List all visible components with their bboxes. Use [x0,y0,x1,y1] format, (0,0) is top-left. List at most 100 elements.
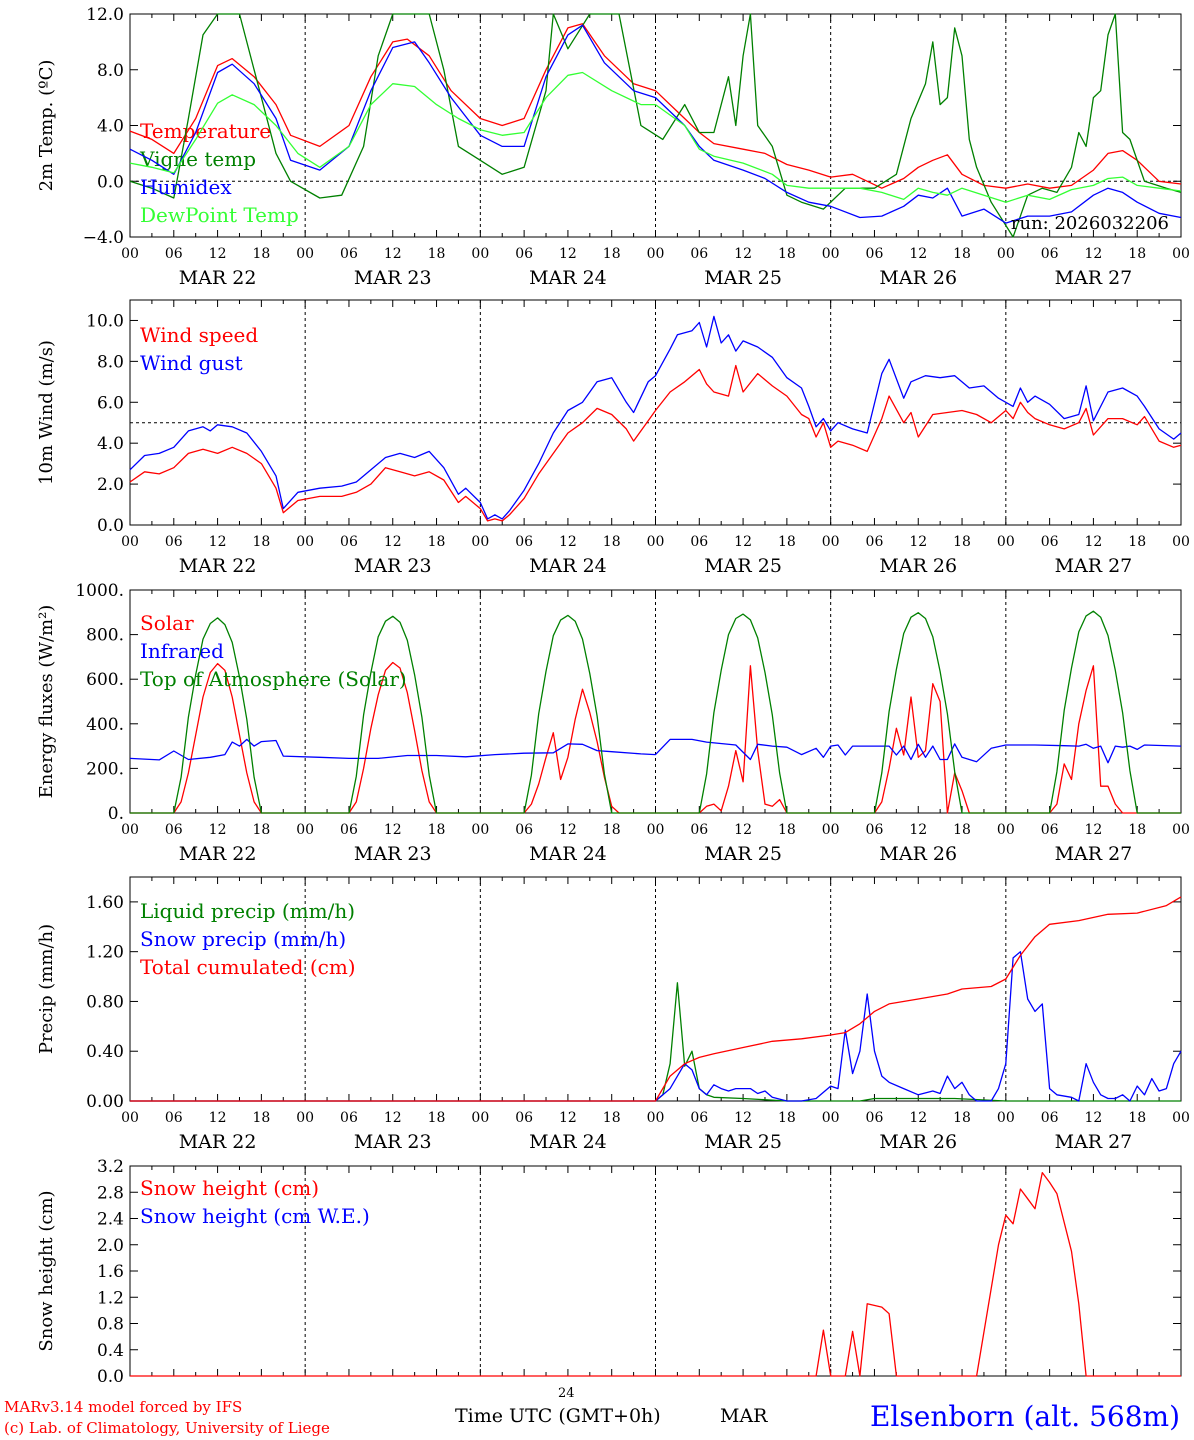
x-tick-label: 06 [690,534,708,550]
x-tick-label: 06 [515,246,533,262]
day-label: MAR 26 [879,1131,957,1153]
x-tick-label: 18 [1128,534,1146,550]
y-tick-label: 8.0 [97,352,124,372]
series-line-vigne-temp [129,13,1182,238]
legend-entry: Snow precip (mm/h) [140,927,346,951]
panel-3: 1000. 800. 600. 400. 200. 0. Energy fluxes (W/… [36,581,1190,865]
day-label: MAR 22 [179,555,257,577]
series-line-top-of-atmosphere-solar [130,610,1181,814]
day-label: MAR 26 [879,267,957,289]
x-tick-label: 06 [1041,534,1059,550]
day-label: MAR 23 [354,555,432,577]
x-tick-label: 12 [734,822,752,838]
x-tick-label: 18 [953,246,971,262]
plot-frame [129,589,1182,814]
y-tick-label: 12.0 [86,5,124,25]
series-line-snow-precip-mm-h [130,951,1182,1102]
x-tick-label: 00 [647,246,665,262]
x-tick-label: 00 [471,822,489,838]
y-tick-label: 200. [86,759,124,779]
x-tick-label: 06 [515,534,533,550]
x-tick-label: 06 [1041,822,1059,838]
day-label: MAR 27 [1055,843,1133,865]
y-tick-label: −4.0 [83,228,124,248]
x-tick-label: 18 [428,822,446,838]
y-tick-label: 0.0 [97,1367,124,1387]
x-tick-label: 06 [866,246,884,262]
legend-entry: Snow height (cm) [140,1176,319,1200]
x-tick-label: 00 [1172,534,1190,550]
x-tick-label: 18 [1128,246,1146,262]
y-tick-label: 8.0 [97,61,124,81]
x-tick-label: 00 [997,534,1015,550]
y-tick-label: 4.0 [97,117,124,137]
x-tick-label: 06 [340,246,358,262]
series-line-total-cumulated-cm [130,896,1182,1102]
day-label: MAR 24 [529,267,607,289]
series-line-temperature [129,23,1182,189]
y-tick-label: 10.0 [86,311,124,331]
day-label: MAR 25 [704,1131,782,1153]
y-axis-label: Precip (mm/h) [36,924,57,1054]
x-tick-label: 00 [296,246,314,262]
legend-entry: Solar [140,611,194,635]
legend-entry: Humidex [140,175,232,199]
x-tick-label: 12 [1085,822,1103,838]
y-tick-label: 0.0 [97,516,124,536]
x-tick-label: 00 [822,822,840,838]
day-label: MAR 27 [1055,555,1133,577]
x-tick-label: 06 [340,534,358,550]
y-tick-label: 0. [108,804,124,824]
x-tick-label: 00 [471,1110,489,1126]
y-tick-label: 3.2 [97,1157,124,1177]
y-axis-label: 10m Wind (m/s) [36,340,57,485]
day-label: MAR 22 [179,843,257,865]
day-label: MAR 26 [879,843,957,865]
x-tick-label: 00 [296,1110,314,1126]
x-tick-label: 00 [997,1110,1015,1126]
x-tick-label: 18 [428,1110,446,1126]
x-tick-label: 06 [866,1110,884,1126]
day-label: MAR 27 [1055,1131,1133,1153]
x-tick-label: 18 [252,1110,270,1126]
x-tick-label: 00 [647,534,665,550]
legend-entry: Top of Atmosphere (Solar) [140,667,407,691]
x-tick-label: 06 [165,246,183,262]
y-tick-label: 400. [86,715,124,735]
x-tick-label: 12 [209,246,227,262]
x-tick-label: 12 [384,1110,402,1126]
legend-entry: DewPoint Temp [140,203,299,227]
plot-frame [129,299,1182,526]
x-tick-label: 18 [953,534,971,550]
x-tick-label: 06 [1041,1110,1059,1126]
legend-entry: Infrared [140,639,224,663]
x-tick-label: 00 [121,822,139,838]
y-tick-label: 0.40 [86,1042,124,1062]
x-tick-label: 00 [121,1110,139,1126]
x-tick-label: 12 [909,822,927,838]
day-label: MAR 23 [354,267,432,289]
day-label: MAR 22 [179,1131,257,1153]
x-tick-label: 00 [121,246,139,262]
legend-entry: Vigne temp [139,147,256,171]
y-axis-label: Energy fluxes (W/m²) [36,605,57,799]
y-tick-label: 2.4 [97,1210,124,1230]
x-tick-label: 06 [165,822,183,838]
day-label: MAR 23 [354,843,432,865]
series-line-wind-gust [129,315,1182,520]
legend-entry: Wind gust [140,351,243,375]
x-tick-label: 18 [778,1110,796,1126]
y-tick-label: 2.0 [97,475,124,495]
month-label: MAR [720,1405,768,1427]
series-line-infrared [129,738,1182,764]
x-tick-label: 00 [822,1110,840,1126]
x-tick-label: 00 [296,534,314,550]
x-tick-label: 12 [734,534,752,550]
day-label: MAR 24 [529,1131,607,1153]
y-tick-label: 800. [86,626,124,646]
x-tick-label: 12 [209,1110,227,1126]
x-tick-label: 18 [1128,822,1146,838]
day-label: MAR 24 [529,555,607,577]
station-name: Elsenborn (alt. 568m) [869,1400,1180,1433]
day-label: MAR 25 [704,267,782,289]
